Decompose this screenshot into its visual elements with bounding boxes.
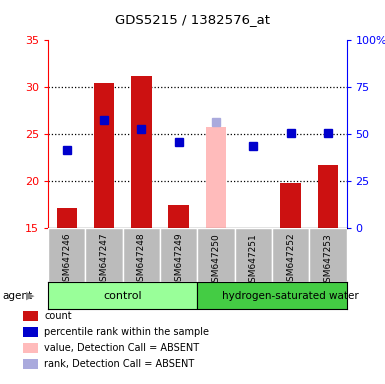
- Bar: [318, 166, 338, 228]
- Text: percentile rank within the sample: percentile rank within the sample: [44, 327, 209, 337]
- FancyBboxPatch shape: [309, 228, 346, 282]
- Text: GSM647252: GSM647252: [286, 233, 295, 287]
- FancyBboxPatch shape: [272, 228, 309, 282]
- Text: GDS5215 / 1382576_at: GDS5215 / 1382576_at: [115, 13, 270, 26]
- Text: GSM647250: GSM647250: [211, 233, 221, 288]
- FancyBboxPatch shape: [48, 228, 85, 282]
- Bar: [131, 76, 152, 228]
- Text: GSM647248: GSM647248: [137, 233, 146, 287]
- Text: GSM647249: GSM647249: [174, 233, 183, 287]
- FancyBboxPatch shape: [234, 228, 272, 282]
- Text: control: control: [104, 291, 142, 301]
- Bar: [168, 205, 189, 228]
- Text: ▶: ▶: [26, 291, 35, 301]
- Text: value, Detection Call = ABSENT: value, Detection Call = ABSENT: [44, 343, 199, 353]
- Bar: [206, 127, 226, 228]
- Text: GSM647253: GSM647253: [323, 233, 332, 288]
- Text: hydrogen-saturated water: hydrogen-saturated water: [222, 291, 359, 301]
- Bar: [94, 83, 114, 228]
- Text: count: count: [44, 311, 72, 321]
- Bar: [57, 208, 77, 228]
- Text: rank, Detection Call = ABSENT: rank, Detection Call = ABSENT: [44, 359, 194, 369]
- FancyBboxPatch shape: [85, 228, 123, 282]
- Text: agent: agent: [2, 291, 32, 301]
- Text: GSM647247: GSM647247: [100, 233, 109, 287]
- FancyBboxPatch shape: [197, 228, 234, 282]
- Text: GSM647251: GSM647251: [249, 233, 258, 288]
- FancyBboxPatch shape: [123, 228, 160, 282]
- FancyBboxPatch shape: [160, 228, 197, 282]
- Bar: [280, 183, 301, 228]
- Text: GSM647246: GSM647246: [62, 233, 71, 287]
